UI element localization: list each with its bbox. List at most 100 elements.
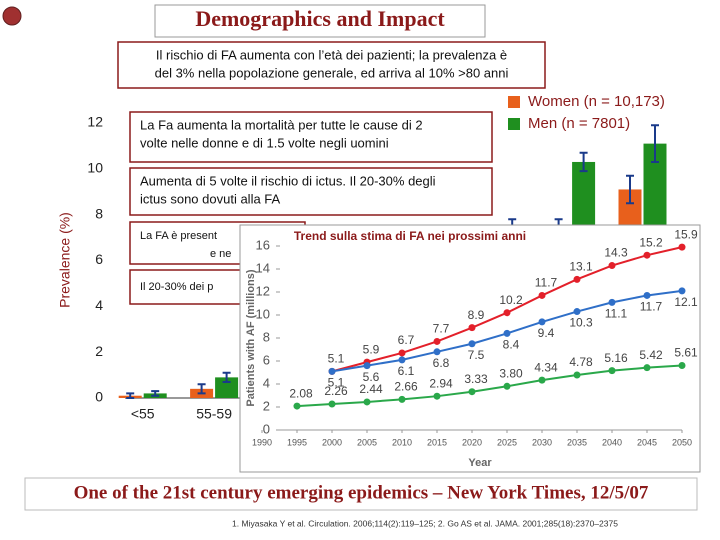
legend-label: Women (n = 10,173) <box>528 93 665 110</box>
data-label: 3.80 <box>499 366 523 380</box>
legend-swatch <box>508 118 520 130</box>
note-text: e ne <box>210 248 231 260</box>
y-tick-label: 6 <box>95 251 103 267</box>
point <box>538 291 546 299</box>
point <box>468 340 476 348</box>
x-tick-label: 55-59 <box>196 406 232 422</box>
point <box>328 400 336 408</box>
error-bar <box>651 124 659 163</box>
data-label: 6.8 <box>433 356 450 370</box>
x-tick-label: 2045 <box>637 437 657 447</box>
y-axis-label: Prevalence (%) <box>57 212 73 308</box>
point <box>678 287 686 295</box>
y-tick-label: 8 <box>263 329 270 344</box>
data-label: 9.4 <box>538 326 555 340</box>
inset-chart: Trend sulla stima di FA nei prossimi ann… <box>239 224 701 473</box>
data-label: 10.3 <box>569 316 593 330</box>
data-label: 7.5 <box>468 348 485 362</box>
data-label: 15.2 <box>639 235 663 249</box>
x-tick-label: 2050 <box>672 437 692 447</box>
y-tick-label: 4 <box>263 375 270 390</box>
note-box <box>117 41 546 89</box>
point <box>503 309 511 317</box>
note-text: volte nelle donne e di 1.5 volte negli u… <box>140 135 389 150</box>
y-tick-label: 14 <box>256 260 270 275</box>
x-tick-label: 2010 <box>392 437 412 447</box>
point <box>468 388 476 396</box>
error-bar <box>626 174 634 205</box>
error-bar <box>579 151 588 173</box>
data-label: 5.1 <box>328 352 345 366</box>
point <box>433 392 441 400</box>
data-label: 11.7 <box>640 300 663 314</box>
x-tick-label: 2025 <box>497 437 517 447</box>
note-text: ictus sono dovuti alla FA <box>140 191 281 206</box>
y-axis-label: Patients with AF (millions) <box>245 269 257 406</box>
y-tick-label: 2 <box>263 398 270 413</box>
y-tick-label: 12 <box>87 114 103 130</box>
y-tick-label: 10 <box>256 306 270 321</box>
point <box>503 329 511 337</box>
point <box>573 275 581 283</box>
inset-title: Trend sulla stima di FA nei prossimi ann… <box>294 229 526 243</box>
banner: One of the 21st century emerging epidemi… <box>74 482 649 503</box>
data-label: 12.1 <box>674 295 698 309</box>
data-label: 5.61 <box>674 346 698 360</box>
error-bar <box>222 371 231 383</box>
data-label: 8.9 <box>468 308 485 322</box>
point <box>608 262 616 270</box>
x-tick-label: 2000 <box>322 437 342 447</box>
x-tick-label: 2015 <box>427 437 447 447</box>
slide-title: Demographics and Impact <box>195 6 445 31</box>
point <box>643 291 651 299</box>
data-label: 2.94 <box>429 376 453 390</box>
note-text: Il 20-30% dei p <box>140 281 213 293</box>
point <box>573 308 581 316</box>
y-tick-label: 0 <box>95 389 103 405</box>
note-box <box>129 111 493 163</box>
x-axis-label: Year <box>468 457 492 469</box>
point <box>433 337 441 345</box>
data-label: 2.08 <box>289 386 313 400</box>
point <box>538 376 546 384</box>
note-text: Aumenta di 5 volte il rischio di ictus. … <box>140 173 436 188</box>
data-label: 4.78 <box>569 355 593 369</box>
point <box>293 402 301 410</box>
point <box>468 324 476 332</box>
y-tick-label: 12 <box>256 283 270 298</box>
data-label: 4.34 <box>534 360 558 374</box>
y-tick-label: 6 <box>263 352 270 367</box>
x-tick-label: 2040 <box>602 437 622 447</box>
y-tick-label: 16 <box>256 237 270 252</box>
point <box>398 349 406 357</box>
logo <box>2 6 22 26</box>
point <box>643 364 651 372</box>
data-label: 11.1 <box>605 307 628 321</box>
data-label: 6.7 <box>398 333 415 347</box>
data-label: 5.42 <box>639 348 663 362</box>
trend-line <box>296 364 683 408</box>
x-tick-label: 2020 <box>462 437 482 447</box>
x-tick-label: 2035 <box>567 437 587 447</box>
bar <box>215 377 239 398</box>
x-tick-label: 2030 <box>532 437 552 447</box>
point <box>398 395 406 403</box>
note-text: La FA è present <box>140 230 217 242</box>
x-tick-label: 1995 <box>287 437 307 447</box>
error-bar <box>197 383 206 395</box>
point <box>363 362 371 370</box>
note-text: La Fa aumenta la mortalità per tutte le … <box>140 117 423 132</box>
note-text: Il rischio di FA aumenta con l’età dei p… <box>156 47 507 62</box>
point <box>573 371 581 379</box>
point <box>398 356 406 364</box>
data-label: 2.66 <box>394 380 418 394</box>
data-label: 5.9 <box>363 342 380 356</box>
data-label: 8.4 <box>503 338 520 352</box>
footer: 1. Miyasaka Y et al. Circulation. 2006;1… <box>232 518 618 528</box>
x-tick-label: 1990 <box>252 437 272 447</box>
point <box>678 243 686 251</box>
error-bar <box>126 392 135 399</box>
data-label: 3.33 <box>464 372 488 386</box>
data-label: 11.7 <box>535 276 558 290</box>
